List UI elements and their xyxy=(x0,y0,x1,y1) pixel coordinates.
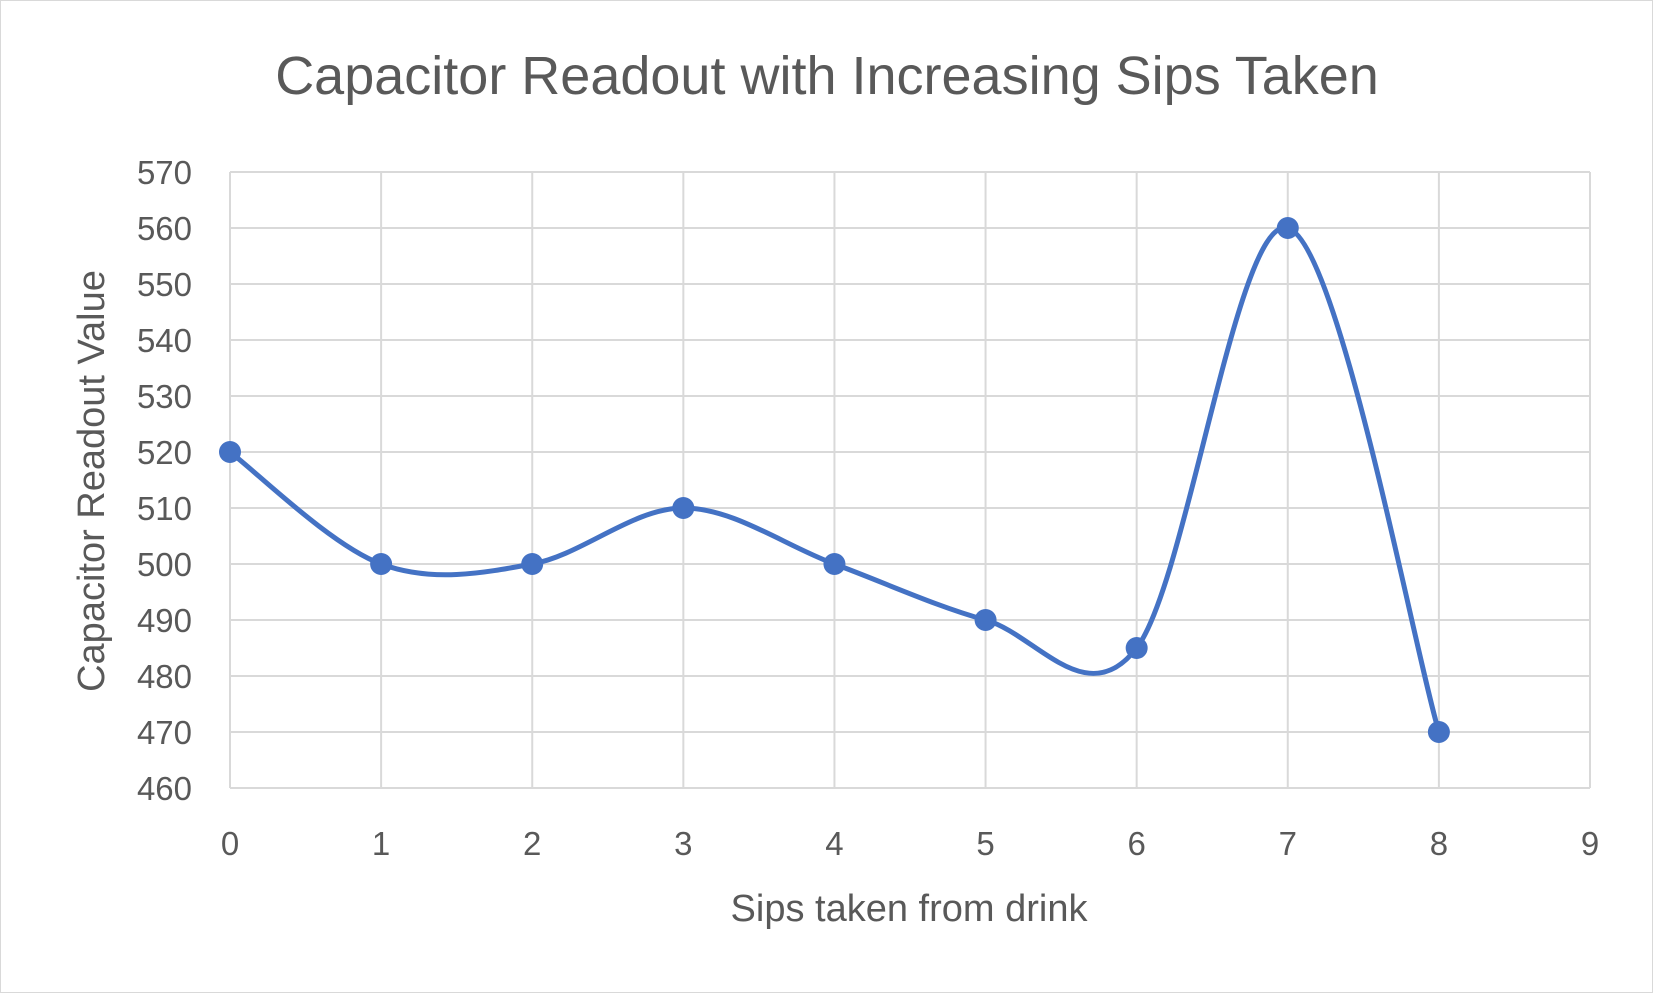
x-tick-label: 5 xyxy=(976,825,994,862)
data-point xyxy=(823,553,846,575)
x-tick-label: 2 xyxy=(523,825,541,862)
x-tick-label: 1 xyxy=(372,825,390,862)
y-tick-label: 530 xyxy=(137,378,192,415)
y-tick-label: 470 xyxy=(137,714,192,751)
data-point xyxy=(974,609,997,631)
y-tick-labels: 460 470 480 490 500 510 520 530 540 550 560 570 xyxy=(137,154,192,807)
series-layer xyxy=(219,217,1450,743)
grid-lines xyxy=(229,171,1591,789)
y-axis-title: Capacitor Readout Value xyxy=(71,270,113,692)
x-tick-label: 6 xyxy=(1127,825,1145,862)
y-tick-label: 540 xyxy=(137,322,192,359)
x-axis-title: Sips taken from drink xyxy=(731,888,1089,930)
x-tick-label: 8 xyxy=(1430,825,1448,862)
y-tick-label: 510 xyxy=(137,490,192,527)
y-tick-label: 520 xyxy=(137,434,192,471)
data-point xyxy=(1276,217,1299,239)
y-tick-label: 480 xyxy=(137,658,192,695)
y-tick-label: 460 xyxy=(137,770,192,807)
x-tick-label: 7 xyxy=(1279,825,1297,862)
y-tick-label: 550 xyxy=(137,266,192,303)
data-point xyxy=(672,497,695,519)
x-tick-label: 4 xyxy=(825,825,843,862)
y-tick-label: 560 xyxy=(137,210,192,247)
data-point xyxy=(1427,721,1450,743)
data-point xyxy=(370,553,393,575)
y-tick-label: 500 xyxy=(137,546,192,583)
x-tick-label: 3 xyxy=(674,825,692,862)
chart-title: Capacitor Readout with Increasing Sips T… xyxy=(275,46,1379,106)
y-tick-label: 490 xyxy=(137,602,192,639)
data-point xyxy=(1125,637,1148,659)
y-tick-label: 570 xyxy=(137,154,192,191)
data-point xyxy=(521,553,544,575)
x-tick-labels: 0 1 2 3 4 5 6 7 8 9 xyxy=(221,825,1599,862)
x-tick-label: 0 xyxy=(221,825,239,862)
x-tick-label: 9 xyxy=(1581,825,1599,862)
data-point xyxy=(219,441,241,463)
